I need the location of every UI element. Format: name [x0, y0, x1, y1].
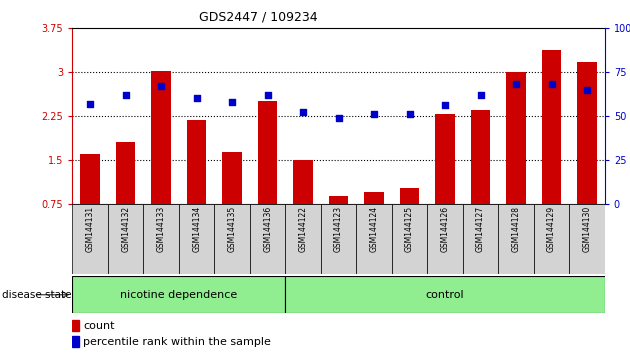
Point [120, 92, 131, 98]
Bar [400, 188, 420, 204]
Bar [294, 160, 313, 204]
Text: GSM144135: GSM144135 [227, 206, 237, 252]
Bar [427, 204, 463, 274]
Point [404, 112, 415, 117]
Bar [392, 204, 427, 274]
Point [440, 103, 450, 108]
Point [582, 87, 592, 92]
Text: GSM144131: GSM144131 [86, 206, 94, 252]
Bar [81, 154, 100, 204]
Bar [435, 114, 455, 204]
Text: GSM144125: GSM144125 [405, 206, 414, 252]
Point [298, 110, 308, 115]
Bar [471, 110, 490, 204]
Point [85, 101, 95, 107]
Point [227, 99, 237, 105]
Text: GSM144129: GSM144129 [547, 206, 556, 252]
Bar [463, 204, 498, 274]
Point [369, 112, 379, 117]
Text: nicotine dependence: nicotine dependence [120, 290, 238, 300]
Bar [321, 204, 357, 274]
Text: GSM144136: GSM144136 [263, 206, 272, 252]
Point [156, 83, 166, 89]
Bar [542, 50, 561, 204]
Bar [534, 204, 570, 274]
Point [263, 92, 273, 98]
Bar [258, 101, 277, 204]
Text: GSM144123: GSM144123 [334, 206, 343, 252]
Text: GSM144133: GSM144133 [157, 206, 166, 252]
Bar [285, 204, 321, 274]
Bar [285, 276, 605, 313]
Bar [116, 142, 135, 204]
Bar [214, 204, 250, 274]
Bar [144, 204, 179, 274]
Bar [72, 204, 108, 274]
Bar [577, 62, 597, 204]
Text: GSM144124: GSM144124 [370, 206, 379, 252]
Text: GSM144132: GSM144132 [121, 206, 130, 252]
Bar [179, 204, 214, 274]
Point [546, 81, 557, 87]
Text: GSM144130: GSM144130 [583, 206, 592, 252]
Point [192, 96, 202, 101]
Text: count: count [83, 321, 115, 331]
Bar [108, 204, 144, 274]
Point [333, 115, 343, 120]
Bar [364, 192, 384, 204]
Text: GSM144127: GSM144127 [476, 206, 485, 252]
Bar [151, 71, 171, 204]
Bar [507, 72, 526, 204]
Text: GSM144126: GSM144126 [440, 206, 450, 252]
Bar [222, 152, 242, 204]
Text: GSM144122: GSM144122 [299, 206, 307, 252]
Point [511, 81, 521, 87]
Bar [498, 204, 534, 274]
Bar [329, 196, 348, 204]
Bar [357, 204, 392, 274]
Bar [72, 320, 79, 331]
Bar [72, 276, 285, 313]
Text: control: control [426, 290, 464, 300]
Text: percentile rank within the sample: percentile rank within the sample [83, 337, 271, 347]
Bar [72, 336, 79, 347]
Bar [570, 204, 605, 274]
Text: disease state: disease state [2, 290, 71, 300]
Text: GSM144128: GSM144128 [512, 206, 520, 252]
Text: GDS2447 / 109234: GDS2447 / 109234 [200, 11, 318, 24]
Text: GSM144134: GSM144134 [192, 206, 201, 252]
Point [476, 92, 486, 98]
Bar [187, 120, 207, 204]
Bar [250, 204, 285, 274]
